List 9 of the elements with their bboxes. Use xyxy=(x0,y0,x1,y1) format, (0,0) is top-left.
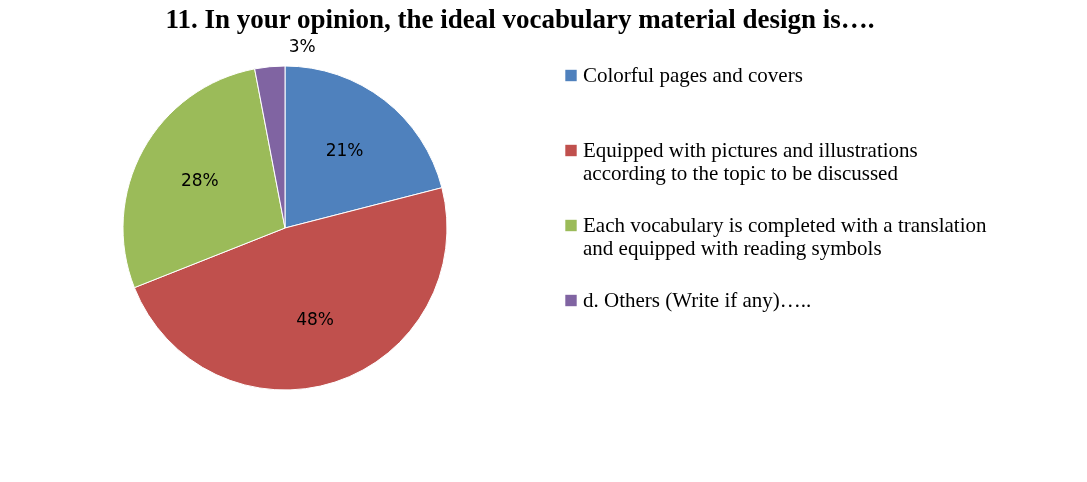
legend-label: Each vocabulary is completed with a translation and equipped with reading symbols xyxy=(583,212,988,260)
data-label: 3% xyxy=(288,35,316,56)
legend-label: Colorful pages and covers xyxy=(583,62,803,87)
chart-title: 11. In your opinion, the ideal vocabulary material design is…. xyxy=(165,3,875,34)
legend-label: Equipped with pictures and illustrations according to the topic to be discussed xyxy=(583,137,918,185)
legend-label: d. Others (Write if any)….. xyxy=(583,287,812,312)
data-label: 48% xyxy=(296,309,334,330)
data-label: 28% xyxy=(180,170,219,191)
data-label: 21% xyxy=(325,140,364,161)
